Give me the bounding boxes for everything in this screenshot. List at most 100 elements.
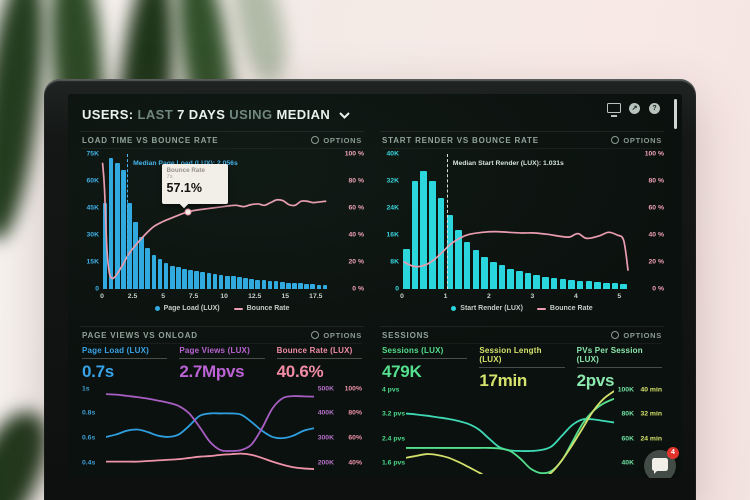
axis-tick: 100 % — [344, 150, 364, 158]
axis-tick: 200K — [317, 459, 334, 467]
bar — [255, 279, 261, 289]
line-series — [106, 413, 314, 438]
gear-icon — [611, 136, 620, 144]
axis-tick: 0 — [95, 285, 99, 293]
line-series — [406, 399, 614, 473]
axis-tick: 30K — [86, 231, 99, 239]
bar — [243, 278, 248, 289]
axis-tick: 20 % — [648, 258, 665, 266]
axis-tick: 0 % — [652, 285, 664, 293]
axis-tick: 80 % — [348, 177, 365, 185]
axis-tick: 17.5 — [309, 293, 323, 300]
median-label: Median Start Render (LUX): 1.031s — [452, 160, 564, 167]
axis-tick-pair: 60K 24 min — [616, 435, 662, 442]
bar — [446, 214, 454, 289]
axis-tick: 80 % — [648, 177, 665, 185]
axis-tick: 4 — [573, 293, 578, 300]
legend-label: Page Load (LUX) — [163, 305, 220, 312]
bar — [411, 181, 419, 289]
bar — [304, 283, 309, 289]
bar — [481, 256, 488, 289]
axis-tick-pair: 400K 80% — [316, 410, 362, 417]
bar — [568, 279, 575, 289]
options-button[interactable]: OPTIONS — [311, 331, 362, 340]
axis-tick-pair: 80K 32 min — [616, 411, 662, 418]
metric-label: Bounce Rate (LUX) — [276, 346, 362, 359]
title-7days: 7 DAYS — [177, 107, 226, 122]
axis-tick: 0 — [395, 285, 399, 293]
laptop: USERS: LAST 7 DAYS USING MEDIAN ↗ ? LOAD — [44, 79, 696, 500]
options-button[interactable]: OPTIONS — [611, 331, 662, 340]
axis-tick: 100 % — [644, 150, 664, 158]
scrollbar[interactable] — [674, 99, 677, 129]
legend-item: Bounce Rate — [233, 305, 289, 312]
metric-value: 0.7s — [82, 362, 114, 381]
legend-swatch — [233, 307, 243, 310]
legend-item: Start Render (LUX) — [451, 305, 523, 312]
axis-tick: 20 % — [348, 258, 365, 266]
axis-tick-pair: 200K 40% — [316, 459, 362, 466]
axis-tick-pair: 300K 60% — [316, 435, 362, 442]
axis-tick: 32 min — [640, 410, 662, 418]
axis-tick: 16K — [386, 231, 399, 239]
axis-tick: 2 — [487, 293, 491, 300]
bar — [194, 271, 199, 289]
axis-tick: 100K — [617, 386, 634, 394]
axis-tick: 0 — [100, 293, 104, 300]
bar — [437, 197, 445, 289]
bar — [489, 262, 497, 289]
tooltip: Bounce Rate 7s 57.1% — [161, 163, 228, 204]
display-icon[interactable] — [607, 103, 621, 113]
bar — [249, 279, 254, 289]
line-series — [106, 394, 314, 451]
panel-sessions: SESSIONS OPTIONS Sessions (LUX) 479K Sessi… — [380, 326, 664, 478]
bar — [620, 283, 627, 289]
options-button[interactable]: OPTIONS — [611, 136, 662, 145]
bar — [133, 222, 138, 289]
share-icon[interactable]: ↗ — [629, 103, 640, 114]
bar — [322, 284, 328, 289]
bar — [611, 283, 619, 289]
axis-tick: 45K — [86, 204, 99, 212]
axis-tick: 3.2 pvs — [382, 410, 406, 418]
bar — [139, 236, 145, 289]
axis-tick: 10 — [220, 293, 228, 300]
panel-title: PAGE VIEWS VS ONLOAD — [82, 330, 198, 340]
help-icon[interactable]: ? — [649, 103, 660, 114]
metric-label: Page Views (LUX) — [179, 346, 265, 359]
legend-swatch — [451, 306, 457, 311]
metric-value: 40.6% — [276, 362, 324, 381]
axis-tick: 4 pvs — [382, 386, 400, 394]
metric: Sessions (LUX) 479K — [382, 346, 468, 381]
metric: Bounce Rate (LUX) 40.6% — [276, 346, 362, 381]
axis-tick: 80% — [348, 409, 362, 417]
bar — [108, 157, 114, 289]
tooltip-subtitle: 7s — [166, 173, 173, 180]
axis-tick: 3 — [530, 293, 535, 300]
bar — [316, 284, 322, 289]
options-button[interactable]: OPTIONS — [311, 136, 362, 145]
plant-leaf — [226, 0, 294, 88]
chat-button[interactable]: 4 — [644, 447, 679, 478]
bar — [310, 284, 316, 289]
bar — [585, 281, 593, 289]
metric: PVs Per Session (LUX) 2pvs — [576, 346, 662, 390]
bar — [576, 280, 584, 289]
axis-tick: 500K — [317, 385, 334, 393]
axis-tick: 0 — [400, 293, 404, 300]
axis-tick: 100% — [344, 385, 362, 393]
bar — [507, 268, 514, 289]
axis-tick: 0.4s — [82, 459, 96, 467]
axis-tick: 2.4 pvs — [382, 435, 406, 443]
bar — [206, 272, 212, 289]
legend-label: Start Render (LUX) — [460, 305, 523, 312]
title-users: USERS: — [82, 107, 134, 122]
timeframe-dropdown[interactable]: USERS: LAST 7 DAYS USING MEDIAN — [82, 107, 350, 122]
bar — [524, 273, 532, 289]
bar — [212, 273, 218, 289]
dashboard-screen: USERS: LAST 7 DAYS USING MEDIAN ↗ ? LOAD — [68, 94, 682, 478]
legend-swatch — [154, 306, 160, 311]
tooltip-value: 57.1% — [166, 180, 202, 195]
bar — [169, 265, 175, 289]
axis-tick: 300K — [317, 434, 334, 442]
